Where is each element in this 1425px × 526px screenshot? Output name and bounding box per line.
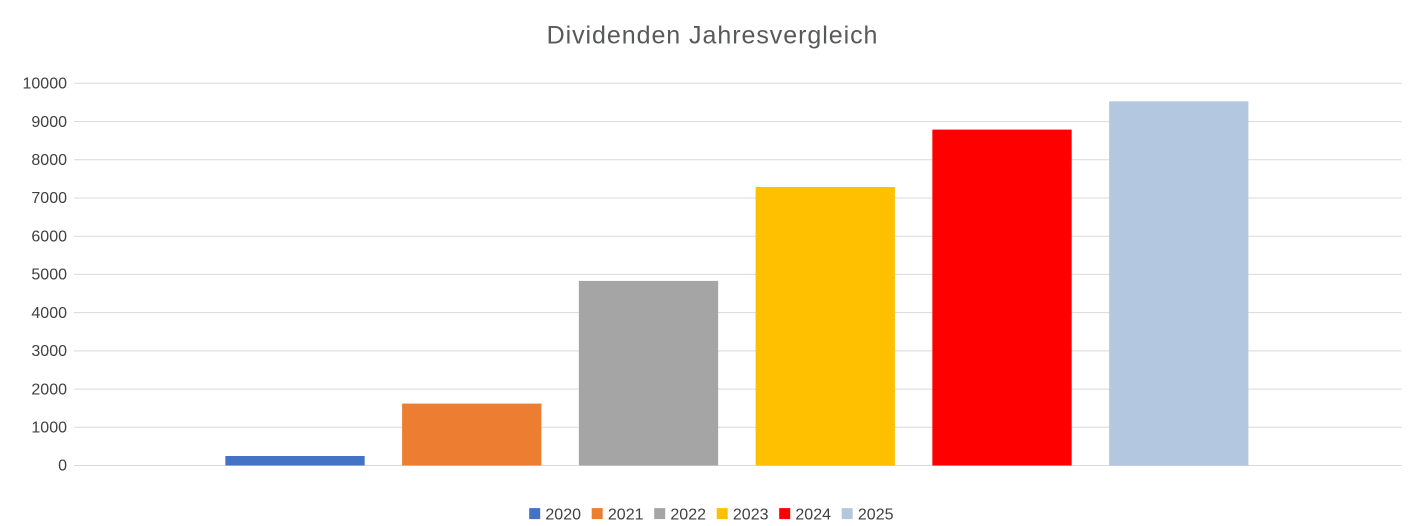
svg-text:2025: 2025 xyxy=(858,507,894,524)
svg-text:8000: 8000 xyxy=(31,152,67,169)
svg-text:4000: 4000 xyxy=(31,305,67,322)
svg-text:2020: 2020 xyxy=(545,507,581,524)
svg-text:6000: 6000 xyxy=(31,228,67,245)
svg-text:2022: 2022 xyxy=(670,507,706,524)
svg-text:3000: 3000 xyxy=(31,343,67,360)
svg-text:9000: 9000 xyxy=(31,114,67,131)
svg-text:5000: 5000 xyxy=(31,267,67,284)
svg-text:2023: 2023 xyxy=(733,507,769,524)
svg-text:2021: 2021 xyxy=(608,507,644,524)
svg-text:7000: 7000 xyxy=(31,190,67,207)
svg-text:2024: 2024 xyxy=(795,507,831,524)
svg-text:10000: 10000 xyxy=(23,76,68,93)
svg-text:1000: 1000 xyxy=(31,420,67,437)
svg-text:Dividenden Jahresvergleich: Dividenden Jahresvergleich xyxy=(547,22,879,50)
svg-text:0: 0 xyxy=(58,458,67,475)
svg-text:2000: 2000 xyxy=(31,381,67,398)
